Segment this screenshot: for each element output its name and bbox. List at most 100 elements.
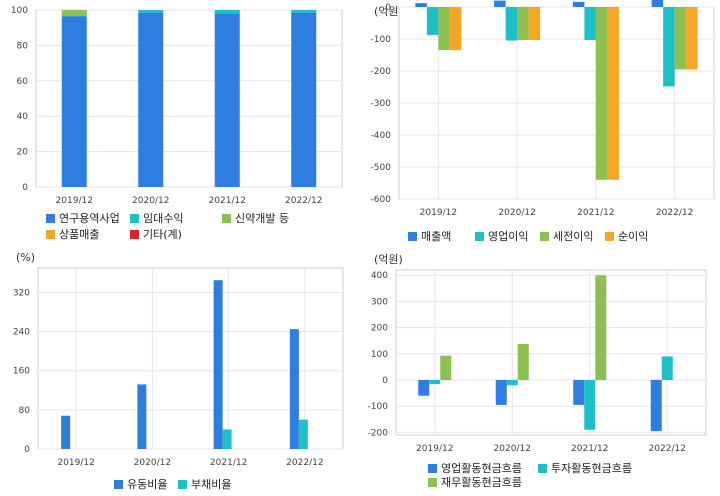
bar [213,280,223,449]
legend-swatch [540,231,549,241]
bar-segment [291,12,317,188]
legend-item[interactable]: 투자활동현금흐름 [538,460,632,476]
legend-label: 상품매출 [59,228,100,241]
legend-item[interactable]: 기타(계) [130,226,182,242]
legend-label: 기타(계) [143,228,182,241]
x-tick-label: 2021/12 [571,444,608,454]
legend-item[interactable]: 영업활동현금흐름 [428,460,522,476]
bar [438,7,450,51]
income-plot: 0 -100 -200 -300 -400 -500 -600 2019/12 2020/12 2… [371,0,715,218]
legend-swatch [178,479,187,489]
bar [137,384,147,449]
legend-label: 임대수익 [143,212,184,225]
x-tick-label: 2020/12 [132,196,169,206]
legend-swatch [222,213,231,223]
legend-swatch [428,463,437,473]
y-tick-label: 80 [17,41,29,51]
legend-swatch [130,213,139,223]
legend-swatch [428,477,437,487]
y-tick-label: 320 [13,288,30,298]
bar-segment [291,10,317,13]
bar [573,380,585,405]
y-tick-label: -600 [371,195,392,205]
legend-label: 재무활동현금흐름 [441,476,522,489]
bar [505,7,518,41]
bar [495,380,507,405]
x-tick-label: 2019/12 [416,444,453,454]
legend-item[interactable]: 매출액 [408,228,451,244]
legend-item[interactable]: 재무활동현금흐름 [428,474,522,490]
legend-swatch [538,463,547,473]
bar [517,343,529,380]
cashflow-plot: 400 300 200 100 0 -100 -200 2019/12 2020/12 2021/… [368,269,707,454]
x-tick-label: 2019/12 [56,196,93,206]
bar [298,419,308,449]
x-tick-label: 2019/12 [420,208,457,218]
bar [426,7,439,36]
y-tick-label: -200 [371,67,392,77]
income-legend: 매출액 영업이익 세전이익 순이익 [360,228,720,246]
bar [584,7,596,40]
y-tick-label: 0 [385,3,391,13]
legend-item[interactable]: 상품매출 [46,226,99,242]
legend-label: 유동비율 [127,478,168,491]
legend-label: 투자활동현금흐름 [551,462,632,475]
legend-item[interactable]: 연구용역사업 [46,210,120,226]
legend-item[interactable]: 신약개발 등 [222,210,289,226]
ratio-chart: (%) 0 80 160 240 320 2019/12 2020/12 2021/12 202… [0,248,360,496]
bar-segment [61,15,87,17]
y-tick-label: -200 [368,428,389,438]
bar [494,0,506,7]
bar [222,429,232,449]
bar [663,7,675,87]
legend-item[interactable]: 유동비율 [114,476,167,492]
ratio-legend: 유동비율 부채비율 [0,476,360,494]
legend-swatch [46,229,55,239]
bar [650,380,662,432]
y-tick-label: -100 [368,402,389,412]
y-tick-label: 100 [371,350,388,360]
legend-label: 신약개발 등 [235,212,290,225]
legend-item[interactable]: 영업이익 [475,228,528,244]
bar [595,275,607,380]
bar [506,380,518,386]
plot-area [35,9,343,188]
bar [449,7,462,51]
y-tick-label: 100 [11,6,28,16]
bar [440,355,452,380]
cashflow-unit-label: (억원) [374,253,403,266]
bar-segment [138,10,164,13]
legend-label: 순이익 [618,230,649,243]
legend-swatch [130,229,139,239]
bar [415,3,427,7]
x-tick-label: 2022/12 [285,196,322,206]
legend-label: 세전이익 [553,230,594,243]
y-tick-label: -400 [371,131,392,141]
legend-swatch [605,231,614,241]
y-tick-label: 0 [382,376,388,386]
revenue-mix-plot: 0 20 40 60 80 100 2019/12 2020/12 2021/12 2022/12 [11,6,343,206]
bar [584,380,596,430]
x-tick-label: 2021/12 [577,208,614,218]
bar [418,380,430,396]
x-tick-label: 2021/12 [209,196,246,206]
legend-item[interactable]: 세전이익 [540,228,593,244]
bar [595,7,608,180]
y-tick-label: 400 [371,271,388,281]
bar [429,380,441,384]
y-tick-label: 200 [371,324,388,334]
x-tick-label: 2020/12 [134,458,171,468]
legend-item[interactable]: 순이익 [605,228,648,244]
y-tick-label: -500 [371,163,392,173]
legend-item[interactable]: 임대수익 [130,210,183,226]
bar-segment [61,10,87,16]
bar-segment [214,13,240,188]
bar [674,7,687,70]
legend-item[interactable]: 부채비율 [178,476,231,492]
ratio-plot: 0 80 160 240 320 2019/12 2020/12 2021/12 2022/12 [13,267,344,468]
y-tick-label: 300 [371,297,388,307]
bar [651,0,664,8]
bar [61,415,71,449]
